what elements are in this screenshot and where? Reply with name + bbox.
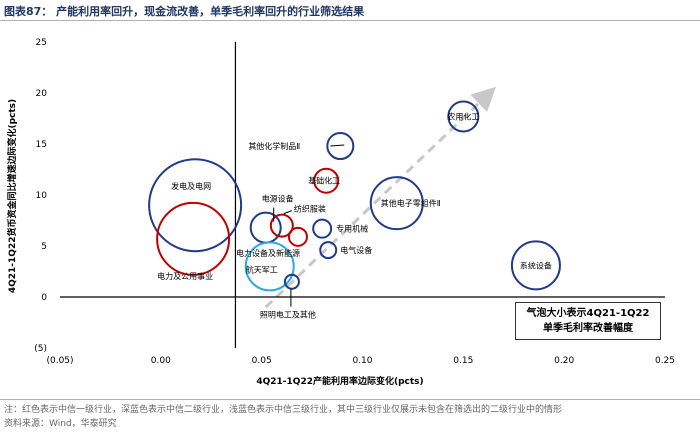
bubble <box>313 167 340 194</box>
x-tick-label: 0.05 <box>252 356 272 366</box>
bubble <box>369 176 424 231</box>
bubble-label: 航天军工 <box>246 264 278 274</box>
bubbles <box>148 100 561 292</box>
legend-line-2: 单季毛利率改善幅度 <box>543 323 633 334</box>
bubble-label: 农用化工 <box>447 111 479 121</box>
bubble <box>283 273 300 290</box>
x-tick-label: 0.10 <box>352 356 372 366</box>
header-divider <box>0 20 700 21</box>
y-tick-label: 25 <box>36 38 47 48</box>
y-tick-label: 20 <box>36 89 48 99</box>
footnote: 注：红色表示中信一级行业，深蓝色表示中信二级行业，浅蓝色表示中信三级行业，其中三… <box>4 405 563 415</box>
y-tick-label: 0 <box>41 293 47 303</box>
bubble-label: 其他电子零组件Ⅱ <box>381 198 441 208</box>
axis-ticks: (0.05) 0.00 0.05 0.10 0.15 0.20 0.25 (5) 0 5 10 15 2… <box>34 38 675 366</box>
bubble <box>148 158 243 253</box>
bubble-label: 专用机械 <box>336 224 368 234</box>
x-tick-label: 0.00 <box>151 356 171 366</box>
bubble-label: 其他化学制品Ⅱ <box>248 141 300 151</box>
bubble-label: 系统设备 <box>520 260 552 270</box>
bubble <box>156 201 231 276</box>
x-tick-label: (0.05) <box>46 356 73 366</box>
bubble-label: 电气设备 <box>340 245 372 255</box>
y-tick-label: 5 <box>41 242 47 252</box>
y-tick-label: 15 <box>36 140 47 150</box>
bubble <box>319 241 338 260</box>
bubble <box>287 226 308 247</box>
x-tick-label: 0.15 <box>453 356 473 366</box>
bubble-label: 电力及公用事业 <box>157 271 213 281</box>
y-tick-label: (5) <box>34 344 47 354</box>
bubble <box>244 241 295 292</box>
footer-divider <box>0 399 700 400</box>
bubble-label: 电力设备及新能源 <box>236 248 300 258</box>
bubble-label: 发电及电网 <box>171 181 211 191</box>
bubble-label: 电源设备 <box>262 194 294 204</box>
bubble <box>326 132 355 161</box>
y-tick-label: 10 <box>36 191 48 201</box>
bubble <box>510 240 561 291</box>
bubble <box>312 218 333 239</box>
figure-title: 图表87： 产能利用率回升，现金流改善，单季毛利率回升的行业筛选结果 <box>4 5 365 18</box>
leader-line <box>283 210 293 215</box>
bubble-label: 照明电工及其他 <box>260 310 316 320</box>
trend-arrow <box>264 86 497 309</box>
leader-line <box>330 144 345 147</box>
x-axis-title: 4Q21-1Q22产能利用率边际变化(pcts) <box>256 375 423 387</box>
bubble-label: 纺织服装 <box>294 204 326 214</box>
bubble-label: 基础化工 <box>308 176 340 186</box>
bubble <box>269 213 294 238</box>
bubble-size-legend: 气泡大小表示4Q21-1Q22 单季毛利率改善幅度 <box>515 302 661 340</box>
x-tick-label: 0.25 <box>655 356 675 366</box>
y-axis-title: 4Q21-1Q22货币资金同比增速边际变化(pcts) <box>6 99 18 293</box>
x-tick-label: 0.20 <box>554 356 574 366</box>
source-line: 资料来源：Wind，华泰研究 <box>4 419 117 429</box>
bubble-chart: (0.05) 0.00 0.05 0.10 0.15 0.20 0.25 (5) 0 5 10 15 2… <box>6 38 675 387</box>
bubble <box>447 100 480 133</box>
legend-line-1: 气泡大小表示4Q21-1Q22 <box>526 308 650 319</box>
